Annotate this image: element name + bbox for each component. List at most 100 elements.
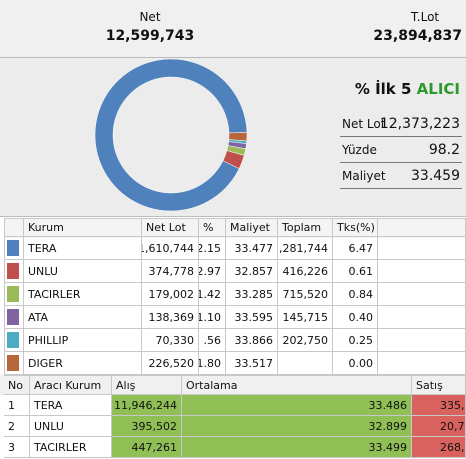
summary-value: 98.2	[428, 142, 460, 158]
color-swatch	[7, 332, 19, 348]
summary-title-accent: ALICI	[416, 80, 460, 98]
summary-underline	[340, 188, 462, 189]
summary-value: 33.459	[411, 168, 460, 184]
table-cell: 0.40	[333, 306, 378, 329]
color-cell	[4, 329, 24, 352]
table-cell: 0.61	[333, 260, 378, 283]
column-header: Alış	[112, 375, 182, 395]
header-cell	[4, 218, 24, 237]
color-cell	[4, 306, 24, 329]
column-header: Net Lot	[142, 218, 199, 237]
tlot-label: T.Lot	[410, 10, 440, 24]
table-cell: 374,778	[142, 260, 199, 283]
brokers-header-bg	[4, 218, 466, 238]
table-cell: TERA	[24, 237, 142, 260]
table-cell: UNLU	[30, 416, 112, 437]
table-cell: UNLU	[24, 260, 142, 283]
color-cell	[4, 352, 24, 375]
header-cell	[378, 218, 466, 237]
table-cell: 33.486	[182, 395, 412, 416]
column-header: Kurum	[24, 218, 142, 237]
table-cell: 335,58	[412, 395, 466, 416]
color-cell	[4, 283, 24, 306]
table-cell: 3	[4, 437, 30, 458]
color-cell	[4, 260, 24, 283]
color-swatch	[7, 240, 19, 256]
table-cell: 715,520	[278, 283, 333, 306]
table-cell: 6.47	[333, 237, 378, 260]
summary-title: % İlk 5 ALICI	[355, 80, 460, 98]
table-cell: 179,002	[142, 283, 199, 306]
table-cell: 1.80	[199, 352, 226, 375]
donut-slice	[228, 132, 248, 142]
table-cell: 33.477	[226, 237, 278, 260]
table-cell: 1	[4, 395, 30, 416]
table-cell: 11,610,744	[142, 237, 199, 260]
net-value: 12,599,743	[105, 28, 195, 44]
table-cell: 1.10	[199, 306, 226, 329]
table-cell: 395,502	[112, 416, 182, 437]
summary-value: 12,373,223	[379, 116, 460, 132]
table-cell: 1.42	[199, 283, 226, 306]
table-cell: 33.499	[182, 437, 412, 458]
table-cell	[378, 352, 466, 375]
header-bar	[0, 0, 466, 58]
table-cell: 32.899	[182, 416, 412, 437]
column-header: Ortalama	[182, 375, 412, 395]
table-cell: 416,226	[278, 260, 333, 283]
color-swatch	[7, 355, 19, 371]
color-swatch	[7, 263, 19, 279]
table-cell	[378, 260, 466, 283]
table-cell	[378, 329, 466, 352]
table-cell: 33.595	[226, 306, 278, 329]
table-cell: 70,330	[142, 329, 199, 352]
table-cell: 11,946,244	[112, 395, 182, 416]
table-cell	[378, 306, 466, 329]
summary-underline	[340, 136, 462, 137]
net-label: Net	[139, 10, 161, 24]
column-header: Tks(%)	[333, 218, 378, 237]
table-cell: 33.866	[226, 329, 278, 352]
donut-slice	[94, 58, 248, 212]
summary-title-text: % İlk 5	[354, 80, 412, 98]
trades-header-bg	[0, 375, 466, 395]
table-cell: 20,72	[412, 416, 466, 437]
table-cell: 12,281,744	[278, 237, 333, 260]
table-cell: 0.84	[333, 283, 378, 306]
table-cell: TACIRLER	[30, 437, 112, 458]
table-cell: TACIRLER	[24, 283, 142, 306]
column-header: No	[4, 375, 30, 395]
table-cell: 202,750	[278, 329, 333, 352]
table-cell: 2.97	[199, 260, 226, 283]
table-cell: PHILLIP	[24, 329, 142, 352]
table-cell: .56	[199, 329, 226, 352]
table-cell: TERA	[30, 395, 112, 416]
column-header: Toplam	[278, 218, 333, 237]
table-cell: 145,715	[278, 306, 333, 329]
table-cell	[278, 352, 333, 375]
donut-chart	[94, 58, 248, 212]
table-cell: 268,2	[412, 437, 466, 458]
column-header: Aracı Kurum	[30, 375, 112, 395]
table-cell: DIGER	[24, 352, 142, 375]
table-cell: 0.25	[333, 329, 378, 352]
table-cell: 92.15	[199, 237, 226, 260]
table-cell: 226,520	[142, 352, 199, 375]
column-header: %	[199, 218, 226, 237]
table-cell: 0.00	[333, 352, 378, 375]
table-cell	[378, 237, 466, 260]
table-cell: 447,261	[112, 437, 182, 458]
tlot-value: 23,894,837	[373, 28, 462, 44]
color-swatch	[7, 309, 19, 325]
table-cell	[378, 283, 466, 306]
color-cell	[4, 237, 24, 260]
table-cell: 2	[4, 416, 30, 437]
summary-underline	[340, 162, 462, 163]
summary-label: Net Lot	[342, 117, 386, 131]
summary-label: Maliyet	[342, 169, 386, 183]
summary-label: Yüzde	[342, 143, 377, 157]
column-header: Satış	[412, 375, 466, 395]
color-swatch	[7, 286, 19, 302]
table-cell: 138,369	[142, 306, 199, 329]
